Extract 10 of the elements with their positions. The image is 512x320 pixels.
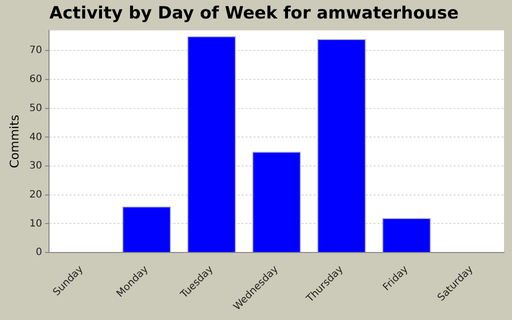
chart-title: Activity by Day of Week for amwaterhouse [49,4,459,24]
y-tick-label: 40 [29,132,42,143]
y-tick-label: 20 [29,189,42,200]
y-tick-label: 70 [29,45,42,56]
y-tick-label: 30 [29,160,42,172]
y-tick-label: 0 [36,247,42,258]
y-tick-label: 60 [29,74,42,86]
y-tick-label: 50 [29,102,42,114]
y-axis-title: Commits [7,114,22,168]
y-tick-label: 10 [29,218,42,230]
